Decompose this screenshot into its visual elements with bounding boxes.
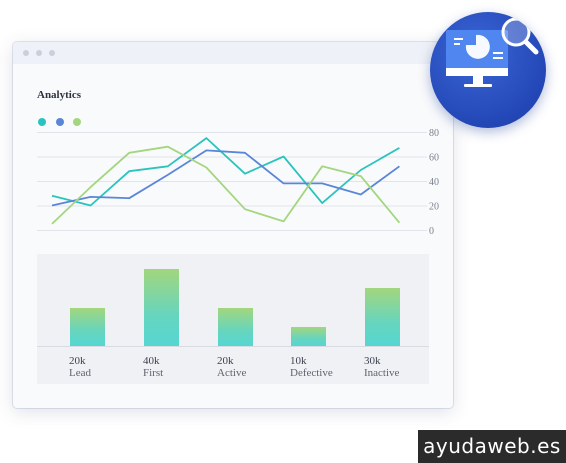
bar-lead	[70, 307, 105, 346]
bar-value-label: 40k	[143, 355, 160, 367]
bar-value-label: 30k	[364, 355, 381, 367]
y-tick-label: 80	[429, 128, 439, 139]
bar-category-label: First	[143, 367, 164, 379]
bar-category-label: Lead	[69, 367, 91, 379]
legend-dot-teal	[38, 118, 46, 126]
line-chart: 80 60 40 20 0	[37, 128, 439, 237]
bar-category-label: Inactive	[364, 367, 400, 379]
bar-value-label: 20k	[69, 355, 86, 367]
bar-first	[144, 269, 179, 346]
y-tick-label: 20	[429, 202, 439, 213]
bar-category-label: Active	[217, 367, 247, 379]
monitor-analytics-magnifier-icon	[446, 17, 539, 87]
y-tick-label: 40	[429, 177, 439, 188]
series-blue-line	[51, 149, 400, 207]
window-dot-1[interactable]	[23, 50, 29, 56]
bar-value-label: 20k	[217, 355, 234, 367]
watermark: ayudaweb.es	[418, 430, 566, 463]
legend-dot-blue	[56, 118, 64, 126]
chart-title: Analytics	[37, 89, 81, 101]
bar-chart: 20k Lead 40k First 20k Active 10k Defective 30k I…	[37, 254, 429, 384]
series-green-line	[51, 145, 401, 225]
bar-baseline	[37, 346, 429, 347]
window-dot-2[interactable]	[36, 50, 42, 56]
bar-category-label: Defective	[290, 367, 333, 379]
legend-dot-green	[73, 118, 81, 126]
bar-active	[218, 307, 253, 346]
series-teal-line	[51, 137, 400, 207]
y-tick-label: 0	[429, 226, 434, 237]
analytics-window: Analytics 80 60 40 20 0 20k Lead 40k First 20k Ac…	[13, 42, 453, 408]
bar-inactive	[365, 288, 400, 346]
analytics-badge	[430, 12, 546, 128]
bar-defective	[291, 326, 326, 346]
window-dot-3[interactable]	[49, 50, 55, 56]
y-tick-label: 60	[429, 153, 439, 164]
window-titlebar	[13, 42, 453, 64]
bar-value-label: 10k	[290, 355, 307, 367]
